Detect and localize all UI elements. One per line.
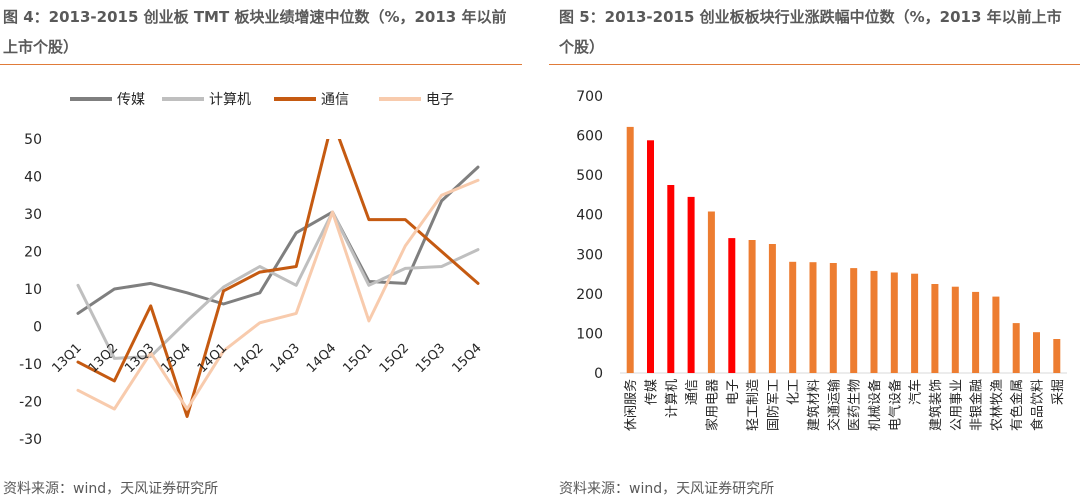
x-tick-label: 非银金融 [969, 379, 985, 431]
bar [667, 185, 675, 373]
series-line [76, 178, 480, 411]
bar [931, 284, 939, 373]
bar [687, 196, 695, 373]
y-tick-label: -30 [19, 432, 42, 448]
x-tick-label: 公用事业 [949, 379, 964, 431]
x-tick-label: 13Q1 [49, 341, 84, 376]
y-tick-label: 700 [576, 89, 603, 105]
x-tick-label: 15Q2 [377, 341, 412, 376]
x-tick-label: 14Q3 [268, 341, 303, 376]
y-tick-label: 300 [576, 247, 603, 263]
y-tick-label: -20 [19, 395, 42, 411]
legend-label: 传媒 [117, 92, 145, 108]
bar [890, 272, 898, 373]
legend-item: 计算机 [162, 92, 251, 108]
x-tick-label: 轻工制造 [746, 379, 761, 431]
legend-label: 通信 [321, 92, 349, 108]
bar [1012, 323, 1020, 373]
y-tick-label: -10 [19, 357, 42, 373]
x-tick-label: 电气设备 [887, 379, 903, 431]
y-tick-label: 0 [594, 366, 603, 382]
legend-item: 传媒 [70, 92, 145, 108]
x-tick-label: 采掘 [1051, 379, 1066, 405]
x-tick-label: 传媒 [644, 379, 659, 405]
x-tick-label: 医药生物 [848, 379, 863, 431]
y-tick-label: 30 [24, 207, 42, 223]
bar [707, 211, 715, 373]
x-tick-label: 汽车 [908, 379, 924, 405]
bar [951, 286, 959, 373]
bar [768, 244, 776, 373]
bar [870, 270, 878, 373]
x-tick-label: 建筑材料 [806, 379, 822, 431]
bar [748, 240, 756, 373]
bar [850, 268, 858, 373]
x-tick-label: 计算机 [665, 379, 680, 418]
left-source-note: 资料来源：wind，天风证券研究所 [3, 481, 219, 497]
series-line [76, 210, 480, 360]
legend-item: 通信 [274, 92, 349, 108]
bar [1053, 339, 1061, 373]
x-tick-label: 家用电器 [704, 379, 720, 431]
x-tick-label: 15Q4 [449, 341, 484, 376]
x-tick-label: 交通运输 [826, 379, 842, 431]
bar [728, 238, 736, 373]
x-tick-label: 15Q3 [413, 341, 448, 376]
x-tick-label: 农林牧渔 [990, 379, 1005, 431]
bar [1033, 332, 1040, 373]
y-tick-label: 0 [33, 320, 42, 336]
legend-label: 电子 [426, 92, 454, 108]
x-tick-label: 机械设备 [867, 379, 883, 431]
y-tick-label: 500 [576, 168, 603, 184]
bar [789, 261, 797, 373]
y-tick-label: 400 [576, 208, 603, 224]
x-tick-label: 15Q1 [340, 341, 375, 376]
y-tick-label: 10 [24, 282, 42, 298]
y-tick-label: 100 [576, 326, 603, 342]
series-line [76, 139, 480, 418]
legend-label: 计算机 [209, 92, 251, 108]
right-title-rule [549, 64, 1080, 65]
bar [626, 126, 634, 374]
right-figure-panel: 图 5：2013-2015 创业板板块行业涨跌幅中位数（%，2013 年以前上市… [549, 0, 1080, 502]
bar [911, 273, 919, 373]
x-tick-label: 通信 [685, 379, 700, 405]
y-tick-label: 40 [24, 170, 42, 186]
left-figure-panel: 图 4：2013-2015 创业板 TMT 板块业绩增速中位数（%，2013 年… [0, 0, 522, 502]
bar [647, 140, 654, 373]
bar [992, 296, 1000, 373]
x-tick-label: 14Q4 [304, 341, 339, 376]
y-tick-label: 600 [576, 129, 603, 145]
x-tick-label: 食品饮料 [1030, 379, 1046, 431]
bar-chart: 0 100 200 300 400 500 600 700 休闲服务 传媒 计算机 通信 家用电器 电子轻… [576, 89, 1067, 431]
x-tick-label: 电子 [726, 379, 741, 405]
bar [809, 262, 817, 373]
series-line [76, 165, 480, 315]
y-tick-label: 50 [24, 132, 42, 148]
x-tick-label: 国防军工 [765, 379, 781, 431]
legend-item: 电子 [379, 92, 454, 108]
bar [829, 263, 837, 373]
bar [972, 291, 980, 373]
y-tick-label: 20 [24, 245, 42, 261]
right-source-note: 资料来源：wind，天风证券研究所 [559, 481, 775, 497]
right-figure-title: 图 5：2013-2015 创业板板块行业涨跌幅中位数（%，2013 年以前上市… [559, 8, 1062, 56]
x-tick-label: 14Q2 [231, 341, 266, 376]
y-tick-label: 200 [576, 287, 603, 303]
x-tick-label: 休闲服务 [623, 379, 639, 431]
left-figure-title: 图 4：2013-2015 创业板 TMT 板块业绩增速中位数（%，2013 年… [3, 8, 507, 56]
x-tick-label: 有色金属 [1009, 379, 1025, 431]
left-title-rule [0, 64, 522, 65]
x-tick-label: 化工 [787, 379, 802, 405]
x-tick-label: 建筑装饰 [928, 379, 944, 431]
